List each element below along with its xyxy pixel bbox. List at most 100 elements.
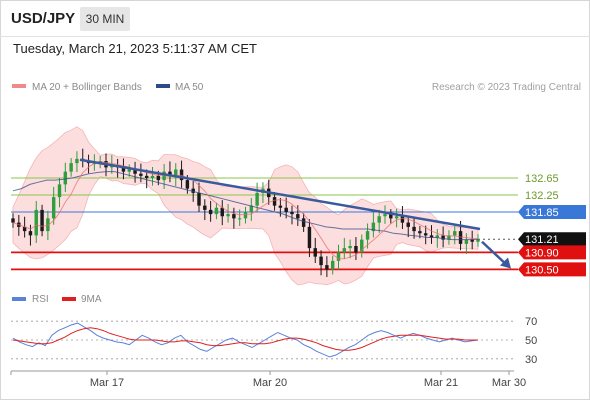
moving-averages	[12, 161, 479, 260]
rsi-tick-label: 70	[525, 316, 537, 328]
candle-body	[243, 212, 248, 219]
bollinger-legend-label: MA 20 + Bollinger Bands	[32, 82, 142, 93]
candle-body	[441, 235, 445, 240]
candle-body	[127, 169, 131, 172]
candle-body	[365, 231, 370, 240]
research-credit: Research © 2023 Trading Central	[432, 82, 581, 93]
candlesticks	[11, 148, 480, 278]
resistance-trendline	[79, 158, 481, 231]
candle-body	[156, 175, 161, 181]
rsi-tick-label: 30	[525, 354, 537, 366]
x-tick-label: Mar 21	[424, 377, 458, 389]
level-label-132.65: 132.65	[525, 173, 559, 185]
ma50-legend-swatch	[156, 84, 170, 88]
candle-body	[226, 214, 230, 217]
candle-body	[121, 167, 126, 172]
candle-body	[296, 214, 300, 219]
candle-body	[51, 197, 56, 219]
candle-body	[348, 246, 352, 249]
candle-body	[354, 246, 358, 253]
candle-body	[307, 226, 312, 249]
level-badge-130.50	[518, 262, 586, 277]
candle-body	[400, 216, 405, 223]
bollinger-legend-swatch	[12, 84, 26, 88]
trend-lines	[79, 158, 511, 269]
candle-body	[325, 265, 329, 270]
rsi-lines	[12, 322, 479, 358]
forecast-arrow-head	[500, 257, 511, 269]
candle-body	[150, 175, 155, 178]
candle-body	[418, 231, 422, 234]
candle-body	[69, 163, 73, 172]
candle-body	[40, 209, 44, 232]
rsi-legend-swatch	[12, 297, 26, 301]
level-label-130.90: 130.90	[525, 247, 559, 259]
ma20-line	[12, 161, 479, 260]
candle-body	[255, 192, 259, 206]
candle-body	[168, 171, 172, 176]
candle-body	[34, 209, 38, 236]
level-badge-130.90	[518, 245, 586, 260]
candle-body	[75, 158, 79, 164]
price-level-lines	[11, 177, 518, 271]
rsi-line	[12, 322, 479, 358]
candle-body	[470, 239, 474, 242]
candle-body	[46, 218, 50, 232]
candle-body	[371, 222, 376, 232]
candle-body	[313, 248, 317, 257]
symbol-title: USD/JPY	[11, 10, 76, 27]
candle-body	[429, 235, 434, 238]
candle-body	[336, 252, 341, 261]
timestamp: Tuesday, March 21, 2023 5:11:37 AM CET	[13, 41, 257, 56]
candle-body	[63, 171, 68, 185]
candle-body	[360, 239, 364, 253]
candle-body	[394, 216, 399, 219]
candle-body	[191, 188, 195, 193]
candle-body	[249, 205, 254, 212]
candle-body	[57, 184, 62, 198]
level-badge-131.21	[518, 232, 586, 247]
candle-body	[284, 207, 288, 212]
candle-body	[22, 226, 27, 232]
timeframe-button[interactable]: 30 MIN	[80, 7, 130, 31]
level-label-130.50: 130.50	[525, 264, 559, 276]
ma50-line	[12, 171, 479, 241]
ma50-legend-label: MA 50	[175, 82, 204, 93]
rsi-ma-line	[12, 327, 478, 351]
level-badge-131.85	[518, 205, 586, 219]
candle-body	[301, 218, 306, 227]
candle-body	[237, 218, 242, 220]
rsi-tick-label: 50	[525, 335, 537, 347]
level-label-131.21: 131.21	[525, 234, 559, 246]
candle-body	[144, 175, 149, 178]
candle-body	[272, 197, 277, 206]
level-label-131.85: 131.85	[525, 207, 559, 219]
x-tick-label: Mar 17	[90, 377, 124, 389]
x-tick-label: Mar 30	[492, 377, 526, 389]
rsi-ma-legend-label: 9MA	[81, 294, 102, 305]
forecast-arrow-shaft	[481, 240, 508, 267]
candle-body	[290, 212, 294, 215]
candle-body	[453, 231, 457, 236]
candle-body	[342, 248, 347, 253]
rsi-ma-legend-swatch	[62, 297, 76, 301]
candle-body	[11, 218, 15, 223]
candle-body	[278, 205, 283, 208]
header-divider	[0, 36, 590, 37]
x-axis-ticks: Mar 17 Mar 20 Mar 21 Mar 30	[10, 371, 526, 389]
candle-body	[220, 207, 224, 217]
candle-body	[139, 173, 143, 176]
candle-body	[185, 180, 190, 189]
candle-body	[214, 207, 219, 215]
candle-body	[464, 239, 469, 244]
rsi-grid: 70 50 30	[11, 316, 537, 366]
candle-body	[476, 239, 480, 242]
rsi-legend-label: RSI	[32, 294, 49, 305]
candle-body	[377, 216, 381, 223]
candle-body	[203, 205, 207, 210]
x-tick-label: Mar 20	[253, 377, 287, 389]
candle-body	[330, 260, 335, 270]
candle-body	[406, 222, 410, 227]
